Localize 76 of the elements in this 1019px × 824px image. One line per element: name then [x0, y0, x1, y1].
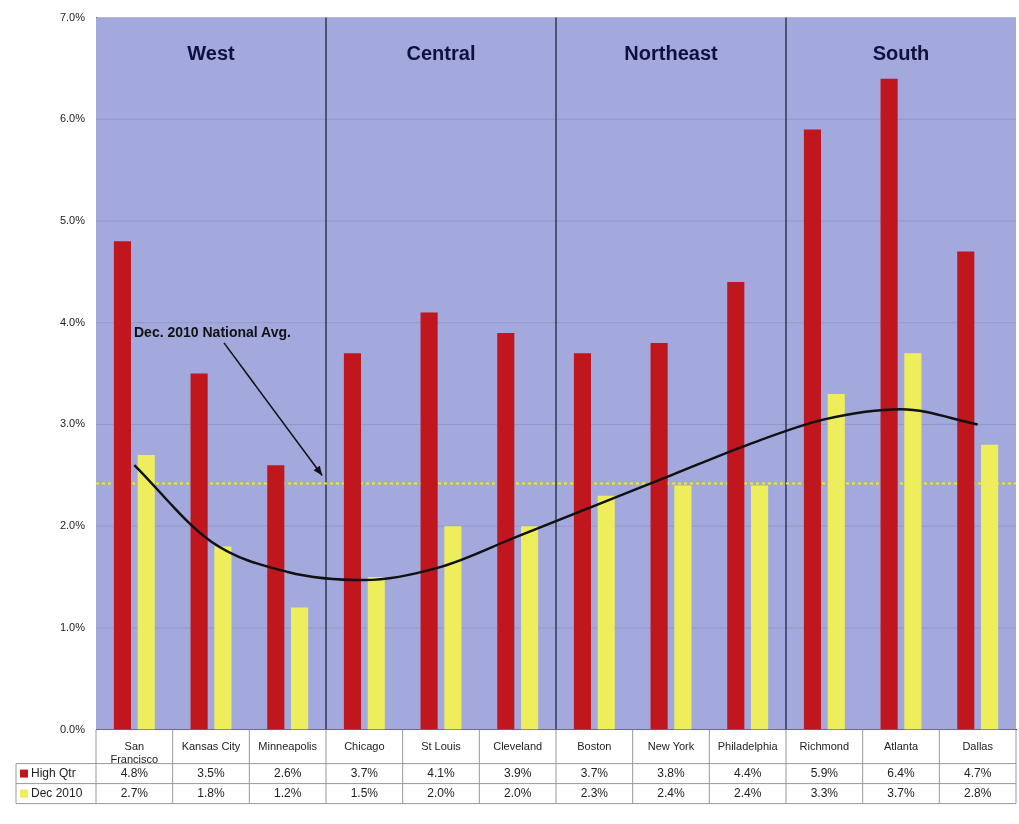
data-label: 4.7% — [963, 765, 992, 780]
bar — [520, 526, 539, 730]
bar — [827, 393, 845, 730]
bar — [727, 282, 745, 730]
y-tick-label: 7.0% — [59, 10, 86, 23]
bar — [750, 485, 769, 730]
bar — [803, 129, 822, 730]
y-tick-label: 4.0% — [59, 315, 86, 328]
bar — [290, 607, 309, 730]
bar — [367, 577, 385, 730]
x-tick-label: Chicago — [344, 740, 385, 753]
data-label: 1.2% — [273, 785, 302, 800]
legend-label: High Qtr — [31, 765, 76, 780]
data-label: 6.4% — [887, 765, 915, 780]
data-label: 2.4% — [657, 785, 685, 800]
x-tick-label: San Francisco — [110, 740, 159, 766]
x-tick-label: St Louis — [421, 740, 462, 753]
y-tick-label: 1.0% — [59, 620, 86, 633]
x-tick-label: Richmond — [799, 740, 850, 753]
y-tick-label: 6.0% — [59, 112, 86, 125]
x-tick-label: Kansas City — [181, 740, 241, 753]
bar — [957, 251, 975, 730]
line-series — [133, 407, 979, 582]
x-tick-label: Atlanta — [883, 740, 919, 753]
bar — [214, 546, 232, 730]
data-label: 3.8% — [657, 765, 685, 780]
y-tick-label: 0.0% — [59, 722, 86, 735]
bar — [597, 495, 615, 730]
y-tick-label: 2.0% — [59, 519, 86, 532]
annotation: South — [872, 42, 930, 65]
data-label: 1.8% — [197, 785, 225, 800]
data-label: 3.7% — [887, 785, 915, 800]
annotation: Northeast — [624, 42, 719, 65]
bar — [113, 241, 132, 730]
bar — [573, 353, 592, 730]
data-label: 2.0% — [503, 785, 532, 800]
data-label: 5.9% — [810, 765, 839, 780]
data-label: 3.7% — [350, 765, 379, 780]
x-tick-label: Dallas — [962, 740, 994, 753]
bar — [497, 332, 515, 730]
data-label: 3.9% — [503, 765, 532, 780]
x-tick-label: Boston — [577, 740, 612, 753]
data-label: 3.5% — [197, 765, 225, 780]
bar — [980, 444, 999, 730]
bar — [343, 353, 362, 730]
data-label: 1.5% — [350, 785, 379, 800]
data-label: 2.7% — [120, 785, 149, 800]
data-label: 4.4% — [733, 765, 762, 780]
annotation: Central — [406, 42, 476, 65]
data-label: 2.6% — [273, 765, 302, 780]
data-label: 2.3% — [580, 785, 609, 800]
bar — [420, 312, 438, 730]
x-tick-label: Minneapolis — [258, 740, 318, 753]
bar — [267, 465, 285, 730]
ref-line-label: Dec. 2010 National Avg. — [134, 323, 291, 340]
data-label: 3.7% — [580, 765, 609, 780]
y-tick-label: 3.0% — [59, 417, 86, 430]
bar — [674, 485, 692, 730]
legend-label: Dec 2010 — [31, 785, 83, 800]
annotation: West — [187, 42, 236, 65]
data-label: 2.8% — [963, 785, 992, 800]
bar — [650, 343, 668, 730]
y-tick-label: 5.0% — [59, 214, 86, 227]
bar — [137, 454, 155, 730]
bar — [190, 373, 208, 730]
x-tick-label: Philadelphia — [717, 740, 779, 753]
data-label: 4.1% — [427, 765, 455, 780]
bar — [904, 353, 922, 730]
x-tick-label: Cleveland — [493, 740, 543, 753]
data-label: 4.8% — [120, 765, 149, 780]
bar — [880, 78, 898, 730]
data-label: 3.3% — [810, 785, 839, 800]
data-label: 2.4% — [733, 785, 762, 800]
data-label: 2.0% — [427, 785, 455, 800]
x-tick-label: New York — [647, 740, 695, 753]
bar — [444, 526, 462, 730]
